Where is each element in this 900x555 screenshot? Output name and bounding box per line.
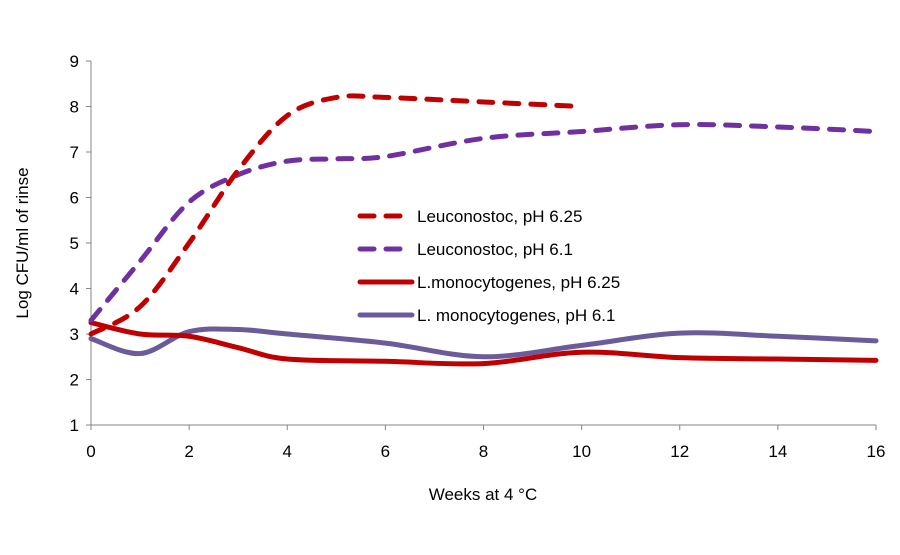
series-line-2: [88, 320, 879, 367]
y-tick-label: 7: [70, 143, 79, 162]
x-tick-label: 14: [768, 442, 787, 461]
y-tick-label: 9: [70, 52, 79, 71]
y-tick-label: 4: [70, 280, 79, 299]
x-tick-label: 2: [184, 442, 193, 461]
y-tick-label: 6: [70, 189, 79, 208]
x-tick-label: 12: [670, 442, 689, 461]
y-tick-label: 1: [70, 416, 79, 435]
x-axis-label: Weeks at 4 °C: [429, 485, 538, 504]
legend-label: Leuconostoc, pH 6.25: [417, 207, 582, 226]
x-tick-label: 4: [283, 442, 292, 461]
x-tick-label: 0: [86, 442, 95, 461]
legend-label: Leuconostoc, pH 6.1: [417, 240, 573, 259]
series-line-3: [88, 326, 879, 360]
x-tick-label: 6: [381, 442, 390, 461]
y-tick-label: 3: [70, 325, 79, 344]
legend-label: L. monocytogenes, pH 6.1: [417, 306, 615, 325]
legend-label: L.monocytogenes, pH 6.25: [417, 273, 620, 292]
series-line-0: [88, 93, 585, 337]
y-axis-label: Log CFU/ml of rinse: [13, 167, 32, 318]
x-tick-label: 10: [572, 442, 591, 461]
y-tick-label: 2: [70, 371, 79, 390]
y-tick-label: 5: [70, 234, 79, 253]
x-tick-label: 16: [867, 442, 886, 461]
x-tick-label: 8: [479, 442, 488, 461]
y-tick-label: 8: [70, 98, 79, 117]
series-line-1: [88, 122, 879, 323]
